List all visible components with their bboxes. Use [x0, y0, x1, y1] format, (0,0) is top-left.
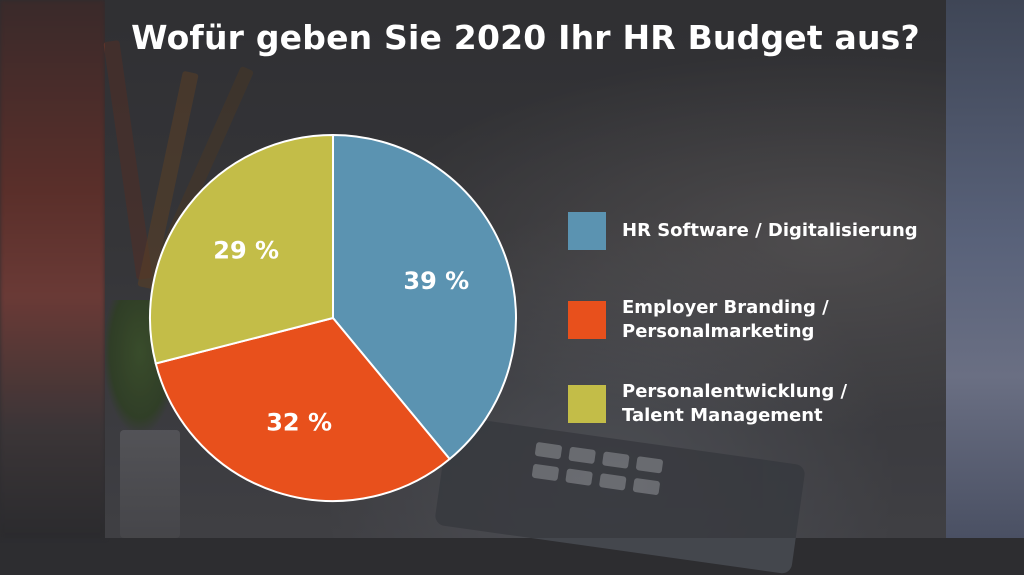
legend-label-line: Talent Management [622, 405, 823, 426]
legend-label: Personalentwicklung / Talent Management [622, 380, 847, 428]
background-left-strip [0, 0, 105, 538]
slice-value-label: 29 % [213, 237, 279, 265]
slice-value-label: 32 % [266, 408, 332, 436]
pie-chart: 39 % 32 % 29 % [149, 134, 517, 502]
legend-label: HR Software / Digitalisierung [622, 219, 918, 243]
pie-slice [332, 134, 517, 460]
background-pencil-cup [120, 430, 180, 538]
legend-item: Employer Branding / Personalmarketing [568, 296, 829, 344]
slice-value-label: 39 % [403, 267, 469, 295]
chart-title: Wofür geben Sie 2020 Ihr HR Budget aus? [131, 18, 920, 57]
legend-item: Personalentwicklung / Talent Management [568, 380, 847, 428]
pie-slice [154, 317, 451, 502]
pie-slice [149, 134, 334, 365]
legend-swatch [568, 301, 606, 339]
legend-item: HR Software / Digitalisierung [568, 212, 918, 250]
legend-swatch [568, 385, 606, 423]
legend-label: Employer Branding / Personalmarketing [622, 296, 829, 344]
legend-label-line: Personalentwicklung / [622, 381, 848, 402]
legend-swatch [568, 212, 606, 250]
background-right-strip [946, 0, 1024, 538]
legend-label-line: Personalmarketing [622, 321, 815, 342]
legend-label-line: Employer Branding / [622, 297, 829, 318]
legend-label-line: HR Software / Digitalisierung [622, 220, 918, 241]
